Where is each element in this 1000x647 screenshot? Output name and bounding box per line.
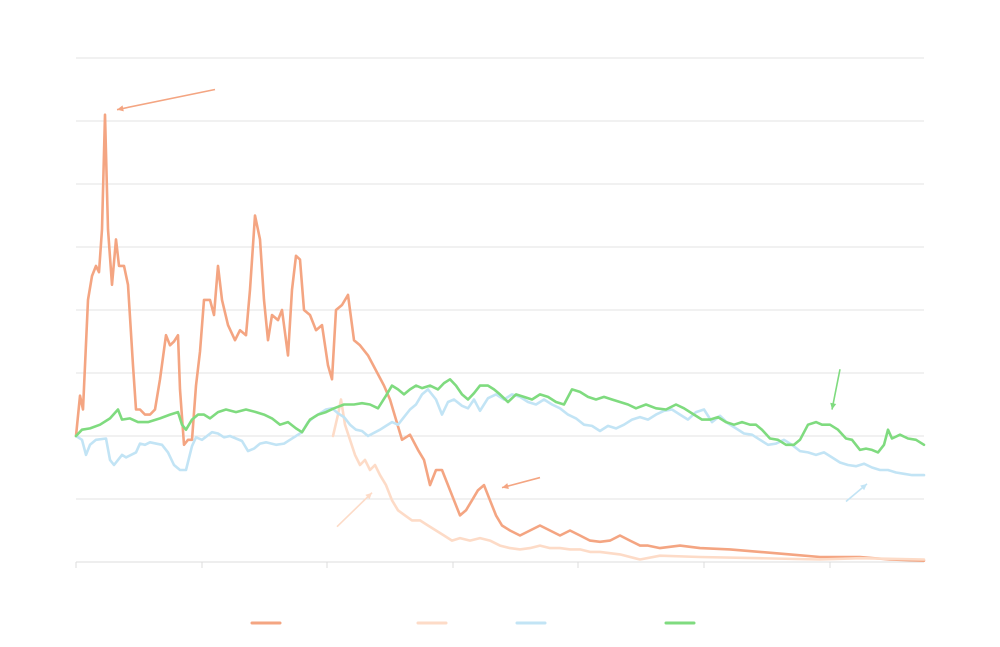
annotations <box>116 88 868 528</box>
arrow-shaft <box>501 476 541 489</box>
series-line-s2 <box>331 398 926 561</box>
x-axis <box>75 561 924 568</box>
series-line-s4 <box>74 378 926 454</box>
arrow-shaft <box>831 369 841 410</box>
annotation-arrow <box>830 369 841 410</box>
arrow-shaft <box>336 492 373 528</box>
series-lines <box>74 113 926 562</box>
annotation-arrow <box>845 483 868 503</box>
arrow-head-icon <box>365 492 372 500</box>
arrow-head-icon <box>117 105 124 112</box>
annotation-arrow <box>116 88 216 112</box>
arrow-head-icon <box>830 402 837 410</box>
series-line-s3 <box>74 388 926 477</box>
series-line-s1 <box>74 113 926 562</box>
arrow-shaft <box>116 88 216 111</box>
annotation-arrow <box>501 476 541 489</box>
arrow-head-icon <box>860 483 867 491</box>
gridlines <box>76 57 924 500</box>
arrow-head-icon <box>502 483 509 489</box>
annotation-arrow <box>336 492 373 528</box>
